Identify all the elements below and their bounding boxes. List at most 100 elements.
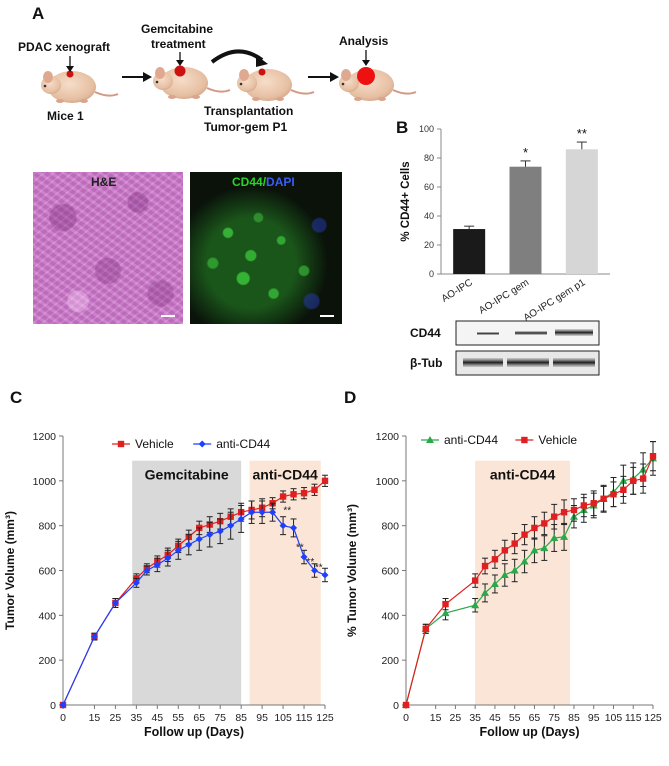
x-tick-label: AO-IPC — [440, 277, 475, 305]
data-point — [321, 571, 329, 579]
y-tick-label: 200 — [381, 655, 399, 667]
x-axis-label: Follow up (Days) — [480, 725, 580, 739]
x-tick-label: 105 — [274, 712, 292, 724]
y-tick-label: 800 — [38, 521, 56, 533]
data-point — [531, 524, 538, 532]
data-point — [248, 508, 256, 516]
x-tick-label: 125 — [644, 712, 662, 724]
data-point — [471, 577, 479, 584]
data-point — [195, 535, 203, 543]
data-point — [491, 556, 499, 563]
band-cd44-lane3 — [555, 329, 593, 336]
x-tick-label: 55 — [509, 712, 521, 724]
y-tick-label: 40 — [424, 211, 434, 221]
panel-d-letter: D — [344, 388, 357, 407]
significance-mark: * — [271, 502, 275, 513]
x-tick-label: 75 — [548, 712, 560, 724]
legend-label: Vehicle — [135, 437, 174, 451]
x-tick-label: 0 — [403, 712, 409, 724]
x-tick-label: 85 — [568, 712, 580, 724]
label-transplantation: Transplantation — [204, 104, 294, 118]
data-point — [540, 544, 549, 552]
slash-text: / — [262, 175, 267, 189]
y-tick-label: 200 — [38, 655, 56, 667]
data-point — [521, 436, 528, 444]
y-axis-label: % CD44+ Cells — [400, 161, 412, 241]
label-pdac-xenograft: PDAC xenograft — [18, 40, 111, 54]
data-point — [279, 522, 287, 530]
workflow-diagram — [41, 49, 417, 103]
data-point — [279, 493, 287, 500]
significance-mark: ** — [577, 126, 587, 141]
mouse-1-icon — [41, 70, 119, 103]
series-line — [62, 480, 326, 706]
x-tick-label: 25 — [450, 712, 462, 724]
data-point — [311, 486, 318, 493]
data-point — [471, 601, 480, 609]
data-point — [630, 477, 637, 485]
data-point — [269, 508, 277, 516]
he-label: H&E — [91, 175, 117, 189]
legend-label: anti-CD44 — [444, 433, 498, 447]
x-tick-label: 115 — [296, 712, 313, 724]
data-point — [216, 527, 224, 535]
data-point — [442, 600, 449, 608]
shaded-region — [475, 460, 571, 705]
x-tick-label: AO-IPC gem — [477, 277, 531, 316]
y-tick-label: 0 — [429, 269, 434, 279]
bar — [565, 149, 598, 274]
data-point — [90, 633, 98, 641]
x-tick-label: 105 — [605, 712, 623, 724]
data-point — [620, 486, 627, 493]
shaded-region — [132, 460, 242, 705]
panel-b-letter: B — [396, 118, 409, 137]
data-point — [258, 508, 266, 516]
x-tick-label: 65 — [529, 712, 541, 724]
chart-c-line: Gemcitabine anti-CD44 0 200 400 600 800 1000 120… — [3, 431, 334, 739]
cd44-text: CD44 — [232, 175, 263, 189]
x-tick-label: 65 — [193, 712, 205, 724]
region-label: anti-CD44 — [490, 467, 556, 483]
data-point — [521, 531, 528, 538]
data-point — [530, 546, 539, 554]
cd44-dapi-label: CD44/DAPI — [232, 175, 295, 189]
data-point — [501, 547, 508, 554]
bar — [453, 229, 486, 274]
x-tick-label: 45 — [489, 712, 501, 724]
data-point — [198, 440, 206, 448]
series-anti-cd44 — [59, 500, 329, 709]
series-line — [405, 458, 654, 706]
y-tick-label: 400 — [381, 610, 399, 622]
chart-d-line: anti-CD44 0 200 400 600 800 1000 1200 0 15 25 35 45 5… — [345, 431, 662, 739]
x-tick-label: 15 — [430, 712, 442, 724]
mouse-3-icon — [237, 68, 315, 101]
he-micrograph: H&E — [33, 172, 183, 324]
x-tick-label: 75 — [214, 712, 226, 724]
legend: anti-CD44 Vehicle — [421, 433, 577, 447]
western-blot — [455, 320, 600, 376]
significance-mark: ** — [306, 557, 314, 568]
y-axis-label: Tumor Volume (mm³) — [3, 511, 17, 630]
x-tick-label: 0 — [60, 712, 66, 724]
y-axis-label: % Tumor Volume (mm³) — [345, 504, 359, 637]
data-point — [441, 609, 450, 617]
label-mice-1: Mice 1 — [47, 109, 84, 123]
y-tick-label: 800 — [381, 521, 399, 533]
x-tick-label: 95 — [588, 712, 600, 724]
region-label: anti-CD44 — [252, 467, 318, 483]
band-cd44-lane2 — [515, 331, 547, 335]
y-tick-label: 0 — [50, 700, 56, 712]
cd44-dapi-micrograph: CD44/DAPI — [190, 172, 342, 324]
data-point — [510, 566, 519, 574]
data-point — [426, 436, 434, 443]
data-point — [143, 567, 151, 574]
y-tick-label: 60 — [424, 182, 434, 192]
x-tick-label: 35 — [131, 712, 143, 724]
data-point — [402, 701, 410, 709]
label-analysis: Analysis — [339, 34, 389, 48]
dapi-text: DAPI — [266, 175, 295, 189]
data-point — [227, 522, 235, 530]
data-point — [132, 579, 140, 587]
legend-label: anti-CD44 — [216, 437, 270, 451]
data-point — [111, 599, 119, 607]
